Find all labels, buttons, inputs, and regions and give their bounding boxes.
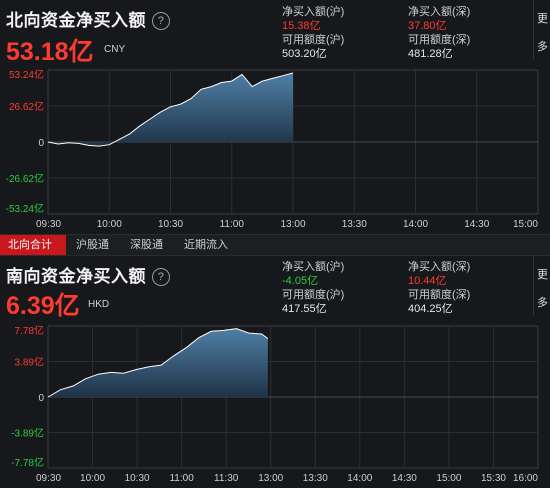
tab-shanghai-connect[interactable]: 沪股通 xyxy=(76,239,109,251)
north-flow-chart: 53.24亿 26.62亿 0 -26.62亿 -53.24亿 09:30 10:00 10:… xyxy=(6,68,539,230)
x-tick-label: 14:00 xyxy=(347,473,372,484)
y-tick-label: 53.24亿 xyxy=(9,68,44,81)
north-avail-sz-label: 可用额度(深) xyxy=(408,34,471,46)
south-buy-sz-value: 10.44亿 xyxy=(408,275,447,287)
north-avail-sh-value: 503.20亿 xyxy=(282,48,327,60)
north-avail-sh-label: 可用额度(沪) xyxy=(282,34,345,46)
south-buy-sh-value: -4.05亿 xyxy=(282,275,319,287)
x-tick-label: 11:00 xyxy=(220,219,245,230)
series-line xyxy=(47,72,294,147)
x-tick-label: 15:00 xyxy=(436,473,461,484)
x-tick-label: 14:30 xyxy=(464,219,489,230)
x-tick-label: 15:30 xyxy=(481,473,506,484)
y-tick-label: -26.62亿 xyxy=(6,172,44,185)
south-avail-sz-value: 404.25亿 xyxy=(408,303,453,315)
south-net-buy-value: 6.39亿 xyxy=(6,292,80,320)
south-more-button[interactable]: 更多 xyxy=(533,256,550,316)
x-tick-label: 13:00 xyxy=(280,219,305,230)
north-buy-sz-value: 37.80亿 xyxy=(408,20,447,32)
x-tick-label: 14:30 xyxy=(392,473,417,484)
x-tick-label: 09:30 xyxy=(36,473,61,484)
x-tick-label: 10:30 xyxy=(158,219,183,230)
x-tick-label: 10:00 xyxy=(80,473,105,484)
x-tick-label: 11:00 xyxy=(169,473,194,484)
north-title: 北向资金净买入额? xyxy=(6,6,170,31)
y-tick-label: -3.89亿 xyxy=(11,427,44,440)
tab-north-total[interactable]: 北向合计 xyxy=(0,235,66,255)
help-icon[interactable]: ? xyxy=(152,268,170,286)
south-flow-chart: 7.78亿 3.89亿 0 -3.89亿 -7.78亿 09:30 10:00 10:30 11… xyxy=(11,324,539,484)
south-avail-sh-label: 可用额度(沪) xyxy=(282,289,345,301)
north-buy-sh-value: 15.38亿 xyxy=(282,20,321,32)
x-tick-label: 15:00 xyxy=(513,219,538,230)
southbound-panel: 南向资金净买入额? 6.39亿 HKD 净买入额(沪) -4.05亿 可用额度(… xyxy=(0,256,550,488)
help-icon[interactable]: ? xyxy=(152,12,170,30)
y-tick-label: -7.78亿 xyxy=(11,456,44,469)
north-buy-sh-label: 净买入额(沪) xyxy=(282,6,345,18)
north-more-button[interactable]: 更多 xyxy=(533,0,550,60)
south-buy-sh-label: 净买入额(沪) xyxy=(282,261,345,273)
series-area xyxy=(48,328,268,397)
y-tick-label: 7.78亿 xyxy=(15,324,44,337)
north-currency: CNY xyxy=(104,44,126,55)
tab-bar: 北向合计 沪股通 深股通 近期流入 xyxy=(0,234,550,256)
south-avail-sz-label: 可用额度(深) xyxy=(408,289,471,301)
y-tick-label: 0 xyxy=(38,393,44,404)
x-tick-label: 16:00 xyxy=(513,473,538,484)
north-buy-sz-label: 净买入额(深) xyxy=(408,6,471,18)
x-tick-label: 10:00 xyxy=(97,219,122,230)
y-tick-label: 26.62亿 xyxy=(9,100,44,113)
series-area xyxy=(48,73,293,147)
x-tick-label: 14:00 xyxy=(403,219,428,230)
y-tick-label: 0 xyxy=(38,138,44,149)
series-line xyxy=(47,328,269,398)
tab-recent-inflow[interactable]: 近期流入 xyxy=(184,239,228,251)
north-avail-sz-value: 481.28亿 xyxy=(408,48,453,60)
x-tick-label: 13:30 xyxy=(342,219,367,230)
south-avail-sh-value: 417.55亿 xyxy=(282,303,327,315)
x-tick-label: 09:30 xyxy=(36,219,61,230)
x-tick-label: 13:00 xyxy=(258,473,283,484)
x-tick-label: 11:30 xyxy=(214,473,239,484)
y-tick-label: 3.89亿 xyxy=(15,356,44,369)
northbound-panel: 北向资金净买入额? 53.18亿 CNY 净买入额(沪) 15.38亿 可用额度… xyxy=(0,0,550,232)
y-tick-label: -53.24亿 xyxy=(6,202,44,215)
tab-shenzhen-connect[interactable]: 深股通 xyxy=(130,239,163,251)
south-title: 南向资金净买入额? xyxy=(6,262,170,287)
north-net-buy-value: 53.18亿 xyxy=(6,38,94,66)
x-tick-label: 10:30 xyxy=(125,473,150,484)
south-buy-sz-label: 净买入额(深) xyxy=(408,261,471,273)
south-currency: HKD xyxy=(88,299,110,310)
x-tick-label: 13:30 xyxy=(303,473,328,484)
